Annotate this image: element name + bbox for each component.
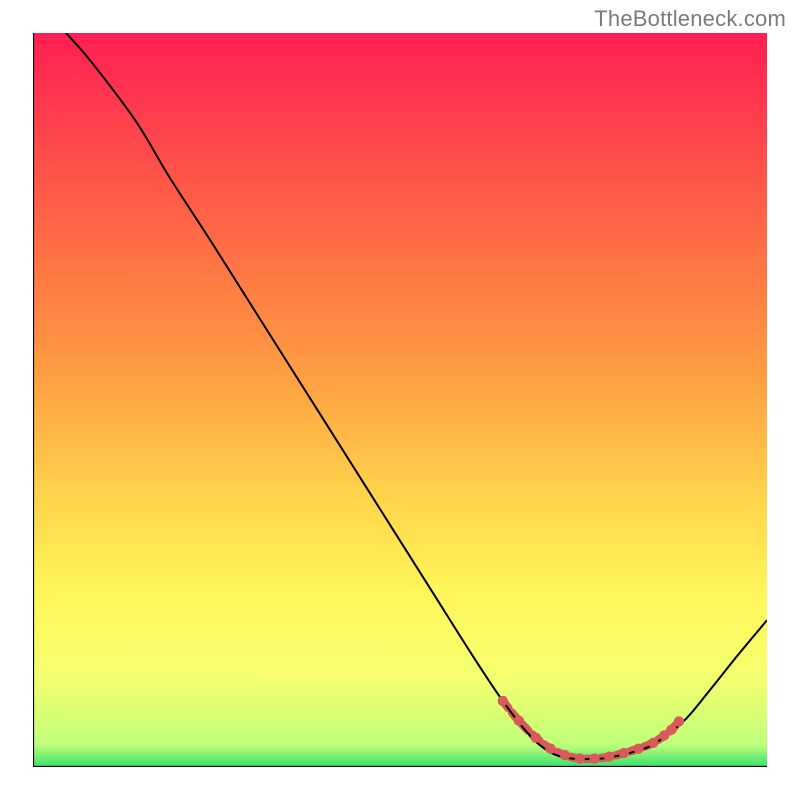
chart-stage: TheBottleneck.com: [0, 0, 800, 800]
highlight-dot: [531, 732, 541, 742]
highlight-dot: [619, 748, 629, 758]
plot-area: [33, 33, 767, 767]
highlight-dot: [648, 738, 658, 748]
plot-inner: [33, 33, 767, 767]
highlight-dot: [589, 753, 599, 763]
highlight-dot: [674, 716, 684, 726]
highlight-dot: [575, 753, 585, 763]
highlight-dot: [545, 743, 555, 753]
highlight-dot: [560, 750, 570, 760]
gradient-background: [33, 33, 767, 767]
highlight-dot: [604, 752, 614, 762]
watermark-text: TheBottleneck.com: [594, 6, 786, 32]
highlight-dot: [666, 724, 676, 734]
highlight-dot: [633, 743, 643, 753]
highlight-dot: [498, 696, 508, 706]
chart-svg: [33, 33, 767, 767]
highlight-dot: [514, 716, 524, 726]
